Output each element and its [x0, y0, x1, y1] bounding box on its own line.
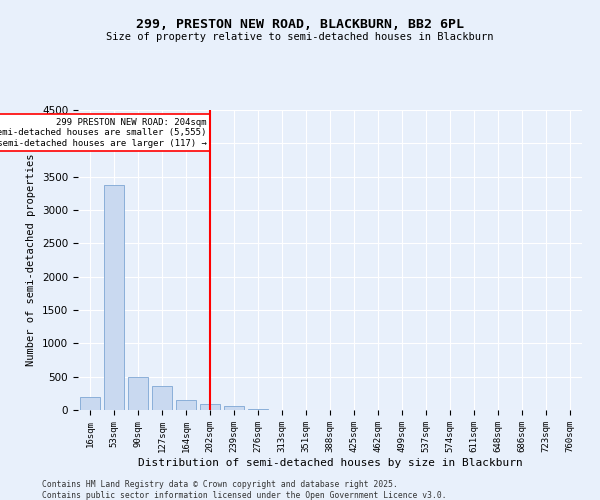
Text: 299 PRESTON NEW ROAD: 204sqm
← 98% of semi-detached houses are smaller (5,555)
2: 299 PRESTON NEW ROAD: 204sqm ← 98% of se… [0, 118, 206, 148]
Text: Size of property relative to semi-detached houses in Blackburn: Size of property relative to semi-detach… [106, 32, 494, 42]
Bar [224, 406, 244, 410]
Bar [152, 386, 172, 410]
Y-axis label: Number of semi-detached properties: Number of semi-detached properties [26, 154, 37, 366]
Bar [104, 184, 124, 410]
Bar [128, 376, 148, 410]
Bar [176, 400, 196, 410]
Text: Contains HM Land Registry data © Crown copyright and database right 2025.
Contai: Contains HM Land Registry data © Crown c… [42, 480, 446, 500]
Bar [200, 404, 220, 410]
Text: 299, PRESTON NEW ROAD, BLACKBURN, BB2 6PL: 299, PRESTON NEW ROAD, BLACKBURN, BB2 6P… [136, 18, 464, 30]
Bar [80, 396, 100, 410]
X-axis label: Distribution of semi-detached houses by size in Blackburn: Distribution of semi-detached houses by … [137, 458, 523, 468]
